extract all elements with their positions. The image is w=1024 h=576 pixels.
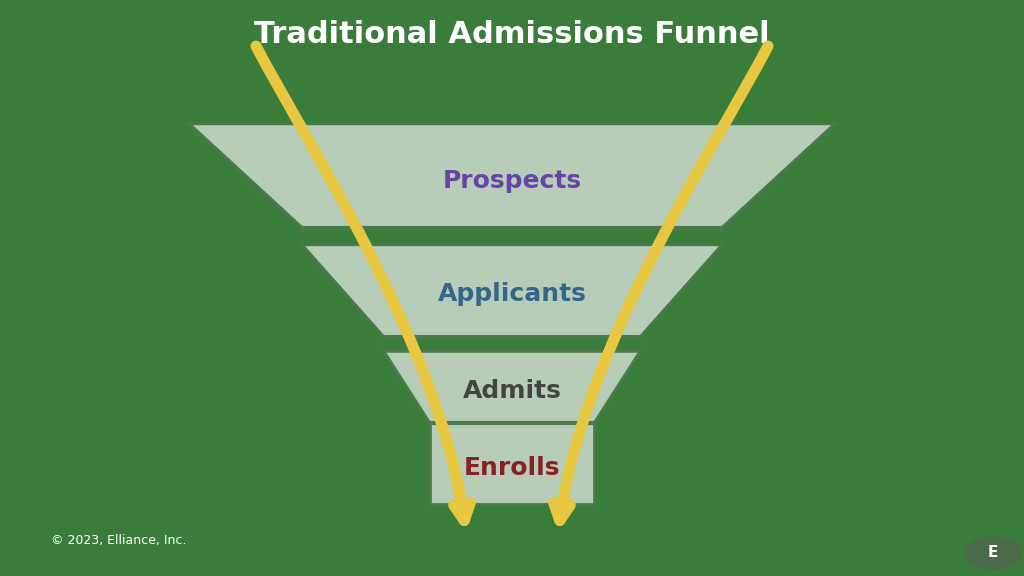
Bar [430, 423, 594, 504]
Text: Enrolls: Enrolls [464, 456, 560, 480]
Text: Prospects: Prospects [442, 169, 582, 194]
FancyArrowPatch shape [256, 46, 470, 521]
Text: E: E [988, 545, 998, 560]
Text: Traditional Admissions Funnel: Traditional Admissions Funnel [254, 20, 770, 49]
FancyArrowPatch shape [554, 46, 768, 521]
Text: © 2023, Elliance, Inc.: © 2023, Elliance, Inc. [51, 534, 186, 547]
Circle shape [965, 537, 1022, 569]
Polygon shape [302, 245, 722, 337]
Text: Admits: Admits [463, 378, 561, 403]
Text: Applicants: Applicants [437, 282, 587, 306]
Polygon shape [189, 124, 835, 228]
Polygon shape [384, 351, 640, 423]
